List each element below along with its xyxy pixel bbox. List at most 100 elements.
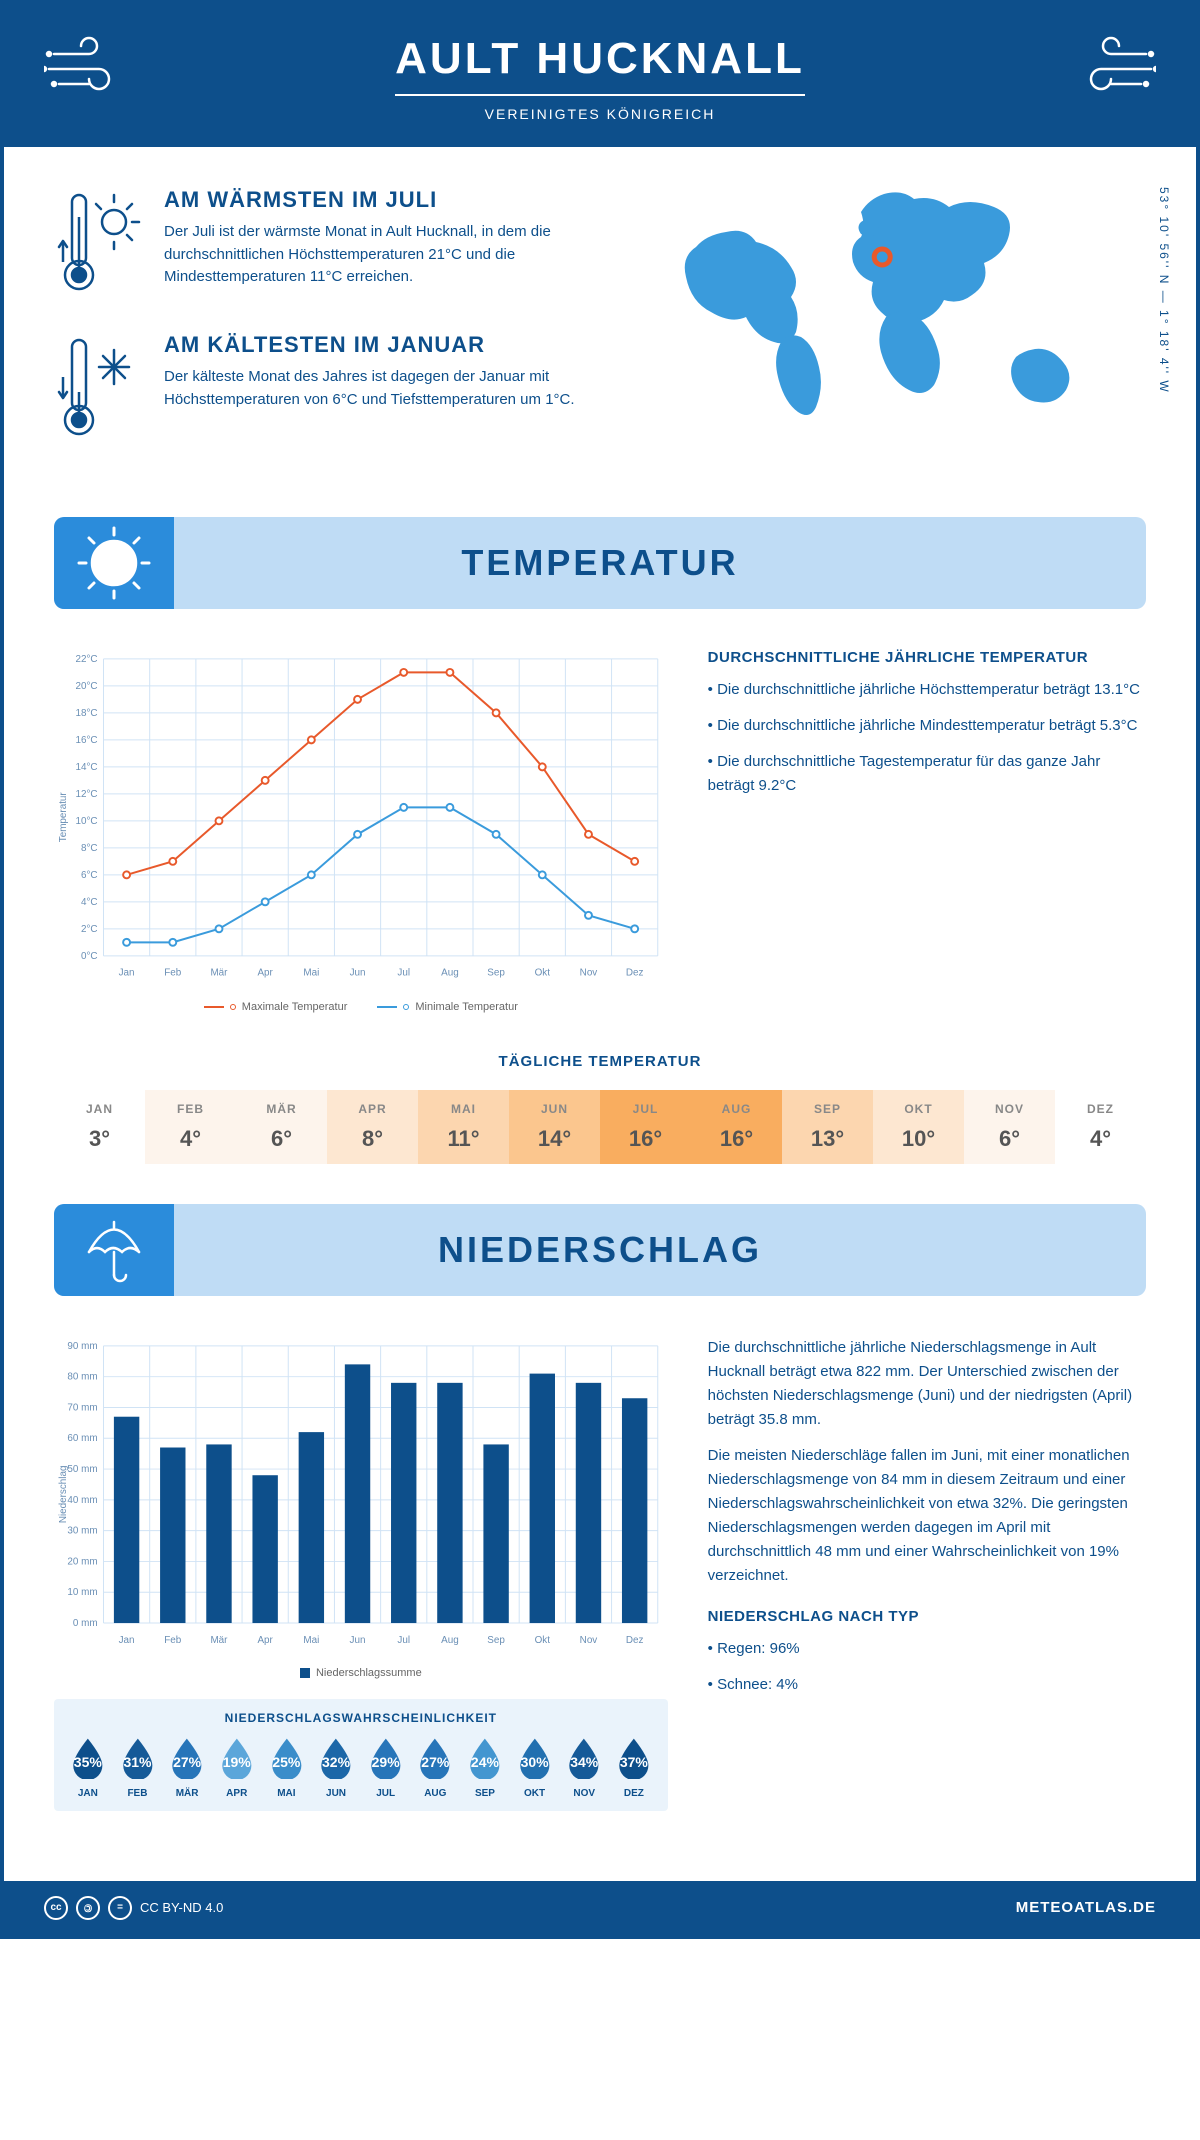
annual-bullet: • Die durchschnittliche jährliche Mindes… <box>708 714 1146 738</box>
daily-temp-cell: JAN3° <box>54 1090 145 1164</box>
month-label: MÄR <box>236 1102 327 1116</box>
drop-percent: 34% <box>570 1754 598 1770</box>
drop-month: MÄR <box>165 1788 209 1799</box>
drop-month: APR <box>215 1788 259 1799</box>
svg-text:6°C: 6°C <box>81 870 98 881</box>
precip-drop: 29%JUL <box>364 1735 408 1799</box>
drop-month: NOV <box>562 1788 606 1799</box>
temperature-chart: 0°C2°C4°C6°C8°C10°C12°C14°C16°C18°C20°C2… <box>54 649 668 1013</box>
svg-text:12°C: 12°C <box>75 789 97 800</box>
precip-drop: 34% NOV <box>562 1735 606 1799</box>
svg-text:Feb: Feb <box>164 968 182 979</box>
nd-icon: = <box>108 1896 132 1920</box>
svg-text:Apr: Apr <box>257 1634 273 1645</box>
precip-drop: 37% DEZ <box>612 1735 656 1799</box>
daily-temperature: TÄGLICHE TEMPERATUR JAN3°FEB4°MÄR6°APR8°… <box>54 1053 1146 1164</box>
svg-text:Jul: Jul <box>397 1634 410 1645</box>
drop-month: OKT <box>513 1788 557 1799</box>
svg-text:Jan: Jan <box>119 968 135 979</box>
precipitation-banner: NIEDERSCHLAG <box>54 1204 1146 1296</box>
temp-value: 13° <box>782 1126 873 1152</box>
coldest-text: Der kälteste Monat des Jahres ist dagege… <box>164 366 626 411</box>
precip-drop: 32%JUN <box>314 1735 358 1799</box>
daily-temp-cell: APR8° <box>327 1090 418 1164</box>
temp-value: 14° <box>509 1126 600 1152</box>
license-text: CC BY-ND 4.0 <box>140 1900 223 1915</box>
temp-value: 8° <box>327 1126 418 1152</box>
precip-text-1: Die durchschnittliche jährliche Niedersc… <box>708 1336 1146 1432</box>
precipitation-legend: Niederschlagssumme <box>54 1667 668 1679</box>
svg-text:Nov: Nov <box>580 1634 598 1645</box>
svg-text:60 mm: 60 mm <box>67 1433 97 1444</box>
daily-temp-cell: JUN14° <box>509 1090 600 1164</box>
daily-temp-cell: MAI11° <box>418 1090 509 1164</box>
svg-text:0°C: 0°C <box>81 951 98 962</box>
drop-month: DEZ <box>612 1788 656 1799</box>
svg-text:Jun: Jun <box>350 968 366 979</box>
svg-text:20 mm: 20 mm <box>67 1556 97 1567</box>
daily-temp-cell: FEB4° <box>145 1090 236 1164</box>
svg-text:2°C: 2°C <box>81 924 98 935</box>
month-label: OKT <box>873 1102 964 1116</box>
svg-text:Sep: Sep <box>487 968 505 979</box>
svg-text:22°C: 22°C <box>75 654 97 665</box>
drop-percent: 24% <box>471 1754 499 1770</box>
precip-drop: 27%AUG <box>413 1735 457 1799</box>
world-map-icon <box>666 187 1126 437</box>
precip-drop: 19%APR <box>215 1735 259 1799</box>
svg-text:Okt: Okt <box>535 1634 551 1645</box>
svg-text:Sep: Sep <box>487 1634 505 1645</box>
svg-text:10 mm: 10 mm <box>67 1587 97 1598</box>
drop-percent: 35% <box>74 1754 102 1770</box>
precipitation-text: Die durchschnittliche jährliche Niedersc… <box>708 1336 1146 1811</box>
temperature-annual-text: DURCHSCHNITTLICHE JÄHRLICHE TEMPERATUR •… <box>708 649 1146 1013</box>
content: AM WÄRMSTEN IM JULI Der Juli ist der wär… <box>4 147 1196 1881</box>
month-label: NOV <box>964 1102 1055 1116</box>
drop-percent: 27% <box>421 1754 449 1770</box>
drop-month: FEB <box>116 1788 160 1799</box>
svg-text:Mai: Mai <box>303 1634 319 1645</box>
svg-text:Aug: Aug <box>441 1634 459 1645</box>
precip-type-bullet: • Regen: 96% <box>708 1637 1146 1661</box>
daily-temp-cell: DEZ4° <box>1055 1090 1146 1164</box>
temp-value: 3° <box>54 1126 145 1152</box>
drop-month: JAN <box>66 1788 110 1799</box>
map-block: 53° 10' 56'' N — 1° 18' 4'' W <box>666 187 1146 477</box>
temp-value: 11° <box>418 1126 509 1152</box>
temp-value: 6° <box>236 1126 327 1152</box>
svg-text:30 mm: 30 mm <box>67 1525 97 1536</box>
drop-percent: 27% <box>173 1754 201 1770</box>
precip-type-bullet: • Schnee: 4% <box>708 1673 1146 1697</box>
daily-temp-cell: SEP 13° <box>782 1090 873 1164</box>
precipitation-row: 0 mm10 mm20 mm30 mm40 mm50 mm60 mm70 mm8… <box>54 1336 1146 1811</box>
temp-value: 10° <box>873 1126 964 1152</box>
warmest-text: Der Juli ist der wärmste Monat in Ault H… <box>164 221 626 289</box>
coordinates: 53° 10' 56'' N — 1° 18' 4'' W <box>1157 187 1171 394</box>
legend-max-label: Maximale Temperatur <box>242 1001 348 1013</box>
daily-temp-cell: OKT 10° <box>873 1090 964 1164</box>
by-icon: 🄯 <box>76 1896 100 1920</box>
footer: cc 🄯 = CC BY-ND 4.0 METEOATLAS.DE <box>4 1881 1196 1935</box>
drop-percent: 37% <box>620 1754 648 1770</box>
header: AULT HUCKNALL VEREINIGTES KÖNIGREICH <box>4 4 1196 147</box>
svg-text:Dez: Dez <box>626 968 644 979</box>
infographic-frame: AULT HUCKNALL VEREINIGTES KÖNIGREICH AM … <box>0 0 1200 1939</box>
svg-text:Jul: Jul <box>397 968 410 979</box>
legend-precip-label: Niederschlagssumme <box>316 1667 422 1679</box>
precip-text-2: Die meisten Niederschläge fallen im Juni… <box>708 1444 1146 1588</box>
svg-text:Aug: Aug <box>441 968 459 979</box>
month-label: SEP <box>782 1102 873 1116</box>
climate-blocks: AM WÄRMSTEN IM JULI Der Juli ist der wär… <box>54 187 626 477</box>
temp-value: 4° <box>1055 1126 1146 1152</box>
precipitation-section-title: NIEDERSCHLAG <box>94 1229 1106 1271</box>
svg-text:Temperatur: Temperatur <box>58 792 69 843</box>
daily-temp-cell: AUG16° <box>691 1090 782 1164</box>
temperature-legend: Maximale Temperatur Minimale Temperatur <box>54 1001 668 1013</box>
svg-text:70 mm: 70 mm <box>67 1402 97 1413</box>
coldest-block: AM KÄLTESTEN IM JANUAR Der kälteste Mona… <box>54 332 626 447</box>
precip-drop: 31%FEB <box>116 1735 160 1799</box>
svg-text:10°C: 10°C <box>75 816 97 827</box>
svg-text:0 mm: 0 mm <box>73 1618 98 1629</box>
svg-text:Mär: Mär <box>210 968 228 979</box>
svg-text:Dez: Dez <box>626 1634 644 1645</box>
